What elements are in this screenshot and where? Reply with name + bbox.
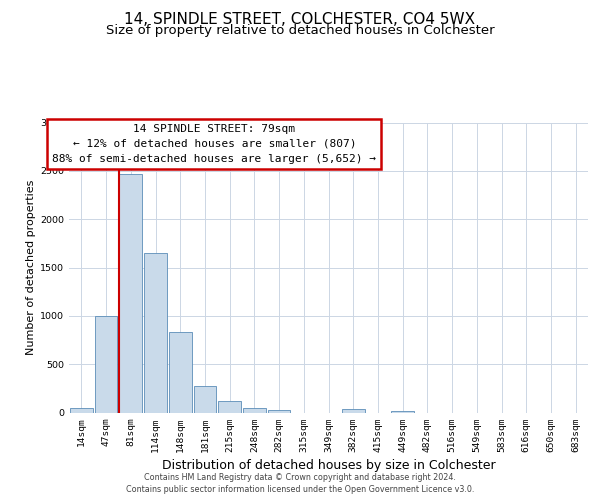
Bar [243,408,266,412]
Bar [95,316,118,412]
Text: Size of property relative to detached houses in Colchester: Size of property relative to detached ho… [106,24,494,37]
Bar [342,408,365,412]
Bar [194,386,216,412]
Bar [169,332,191,412]
Bar [218,401,241,412]
Text: 14 SPINDLE STREET: 79sqm
← 12% of detached houses are smaller (807)
88% of semi-: 14 SPINDLE STREET: 79sqm ← 12% of detach… [52,124,376,164]
X-axis label: Distribution of detached houses by size in Colchester: Distribution of detached houses by size … [161,459,496,472]
Y-axis label: Number of detached properties: Number of detached properties [26,180,36,355]
Text: 14, SPINDLE STREET, COLCHESTER, CO4 5WX: 14, SPINDLE STREET, COLCHESTER, CO4 5WX [124,12,476,28]
Text: Contains HM Land Registry data © Crown copyright and database right 2024.
Contai: Contains HM Land Registry data © Crown c… [126,472,474,494]
Bar [144,253,167,412]
Bar [70,408,93,412]
Bar [119,174,142,412]
Bar [268,410,290,412]
Bar [391,411,414,412]
